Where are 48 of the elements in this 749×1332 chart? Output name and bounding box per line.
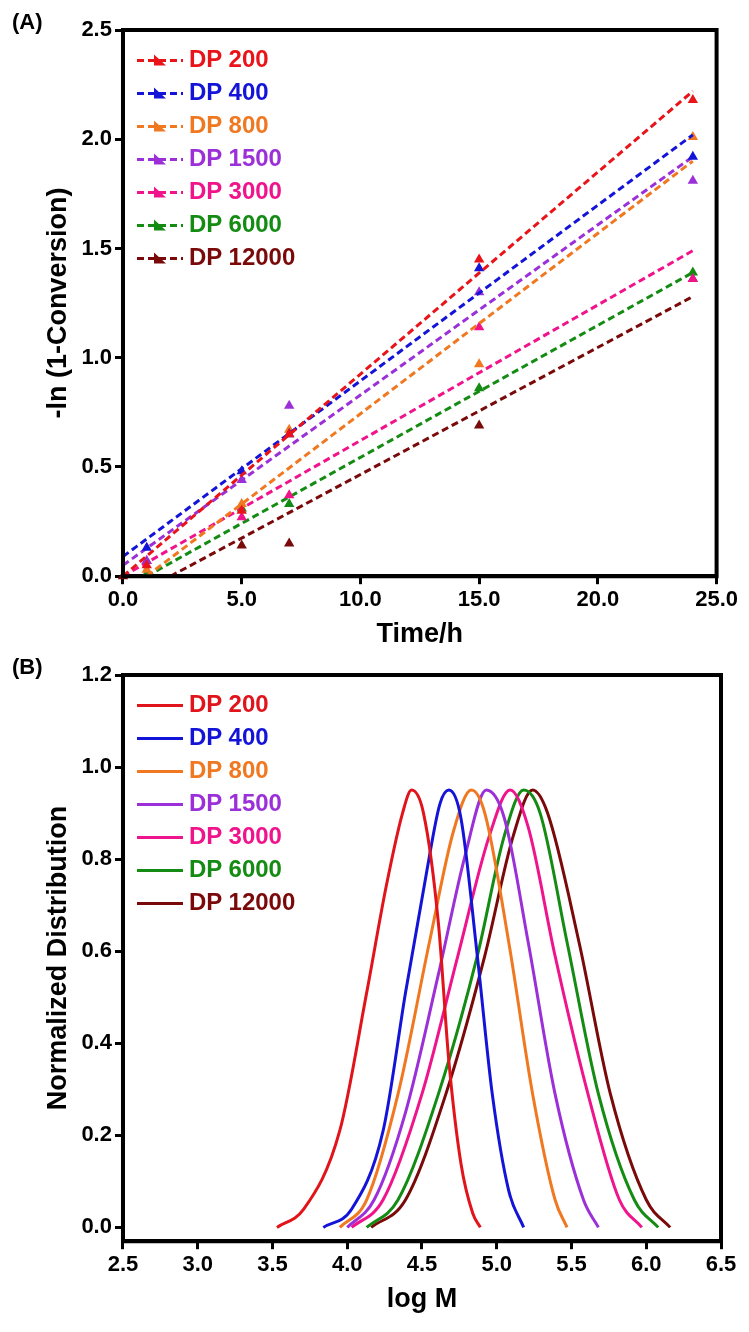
y-axis-title: Normalized Distribution	[41, 805, 72, 1111]
legend-label: DP 6000	[188, 210, 282, 238]
x-tick-label: 6.5	[705, 1251, 737, 1277]
legend-label: DP 1500	[188, 144, 282, 172]
x-axis-title: Time/h	[376, 618, 464, 649]
x-tick-label: 10.0	[339, 586, 382, 612]
x-tick-label: 5.0	[226, 586, 257, 612]
legend-label: DP 12000	[188, 243, 296, 271]
y-tick-label: 1.0	[81, 343, 112, 369]
y-tick-label: 2.5	[81, 16, 112, 42]
y-tick-label: 1.5	[81, 234, 112, 260]
y-tick-label: 0.6	[81, 937, 112, 963]
legend-label: DP 12000	[188, 888, 296, 916]
x-tick-label: 20.0	[576, 586, 620, 612]
legend-label: DP 6000	[188, 855, 282, 883]
y-axis-title: -ln (1-Conversion)	[41, 187, 72, 419]
text: (A)	[12, 9, 43, 35]
x-tick-label: 3.5	[257, 1251, 288, 1277]
x-tick-label: 6.0	[630, 1251, 662, 1277]
legend-label: DP 800	[188, 111, 269, 139]
x-axis-title: log M	[386, 1283, 458, 1314]
y-tick-label: 1.0	[81, 753, 112, 779]
legend-label: DP 3000	[188, 177, 282, 205]
x-tick-label: 3.0	[182, 1251, 214, 1277]
x-tick-label: 5.5	[556, 1251, 587, 1277]
legend-label: DP 3000	[188, 822, 282, 850]
x-tick-label: 15.0	[457, 586, 501, 612]
y-tick-label: 0.0	[81, 1213, 112, 1239]
x-tick-label: 4.0	[331, 1251, 363, 1277]
y-tick-label: 0.8	[81, 845, 112, 871]
legend-label: DP 400	[188, 723, 269, 751]
x-tick-label: 2.5	[107, 1251, 139, 1277]
legend-label: DP 1500	[188, 789, 282, 817]
x-tick-label: 5.0	[481, 1251, 513, 1277]
y-tick-label: 0.5	[81, 453, 112, 479]
y-tick-label: 0.4	[81, 1029, 113, 1055]
y-tick-label: 0.0	[81, 562, 112, 588]
y-tick-label: 1.2	[81, 661, 112, 687]
x-tick-label: 4.5	[406, 1251, 438, 1277]
legend-label: DP 200	[188, 45, 269, 73]
y-tick-label: 0.2	[81, 1121, 112, 1147]
text: (B)	[12, 654, 43, 680]
legend-label: DP 800	[188, 756, 269, 784]
legend-label: DP 400	[188, 78, 269, 106]
x-tick-label: 25.0	[695, 586, 738, 612]
y-tick-label: 2.0	[81, 125, 112, 151]
x-tick-label: 0.0	[107, 586, 139, 612]
legend-label: DP 200	[188, 690, 269, 718]
